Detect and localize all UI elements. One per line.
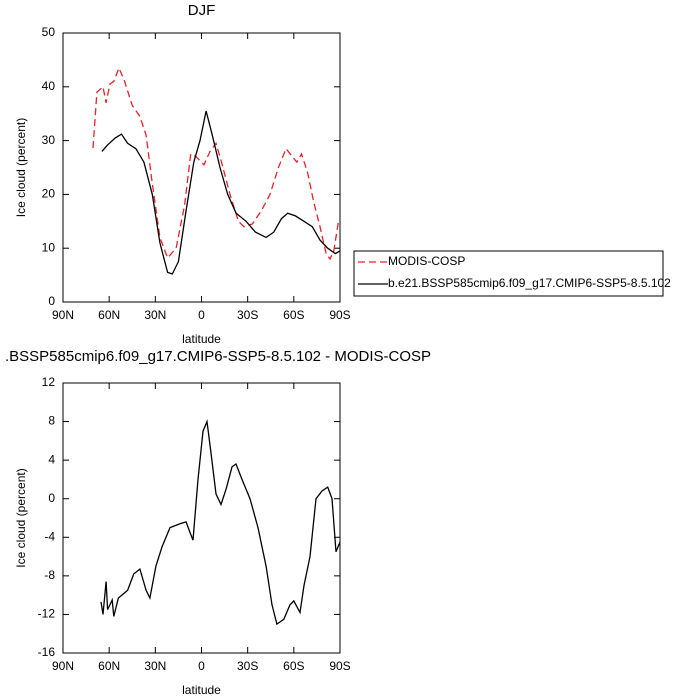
y-tick-label: 50 xyxy=(42,25,56,39)
plot-frame xyxy=(62,32,341,303)
x-tick-label: 90N xyxy=(52,659,74,673)
data-line xyxy=(92,66,340,261)
x-tick-label: 30S xyxy=(237,308,258,322)
x-axis-label: latitude xyxy=(182,683,221,697)
x-tick-label: 30S xyxy=(237,659,258,673)
x-axis-label: latitude xyxy=(182,332,221,346)
y-tick-label: -12 xyxy=(38,607,56,621)
y-tick-label: 40 xyxy=(42,79,56,93)
y-tick-label: 10 xyxy=(42,240,56,254)
y-tick-label: 30 xyxy=(42,133,56,147)
y-tick-label: -4 xyxy=(44,529,55,543)
y-axis-label: Ice cloud (percent) xyxy=(14,468,28,567)
x-tick-label: 60N xyxy=(98,308,120,322)
y-tick-label: 0 xyxy=(48,491,55,505)
x-tick-label: 0 xyxy=(198,659,205,673)
x-tick-label: 90S xyxy=(329,308,350,322)
data-line xyxy=(101,110,341,275)
chart-title: DJF xyxy=(188,2,216,19)
legend-box xyxy=(353,250,664,297)
y-tick-label: -8 xyxy=(44,568,55,582)
x-tick-label: 60S xyxy=(283,659,304,673)
y-tick-label: 0 xyxy=(48,294,55,308)
legend-label: MODIS-COSP xyxy=(388,254,465,268)
y-tick-label: -16 xyxy=(38,645,56,659)
x-tick-label: 60S xyxy=(283,308,304,322)
plot-frame xyxy=(62,382,341,654)
x-tick-label: 30N xyxy=(144,659,166,673)
y-tick-label: 4 xyxy=(48,452,55,466)
y-tick-label: 12 xyxy=(42,375,56,389)
y-axis-label: Ice cloud (percent) xyxy=(14,118,28,217)
y-tick-label: 8 xyxy=(48,414,55,428)
chart-title: .BSSP585cmip6.f09_g17.CMIP6-SSP5-8.5.102… xyxy=(5,348,431,365)
data-line xyxy=(100,419,341,626)
y-tick-label: 20 xyxy=(42,187,56,201)
x-tick-label: 90N xyxy=(52,308,74,322)
x-tick-label: 0 xyxy=(198,308,205,322)
legend-label: b.e21.BSSP585cmip6.f09_g17.CMIP6-SSP5-8.… xyxy=(388,276,671,290)
x-tick-label: 60N xyxy=(98,659,120,673)
x-tick-label: 30N xyxy=(144,308,166,322)
x-tick-label: 90S xyxy=(329,659,350,673)
